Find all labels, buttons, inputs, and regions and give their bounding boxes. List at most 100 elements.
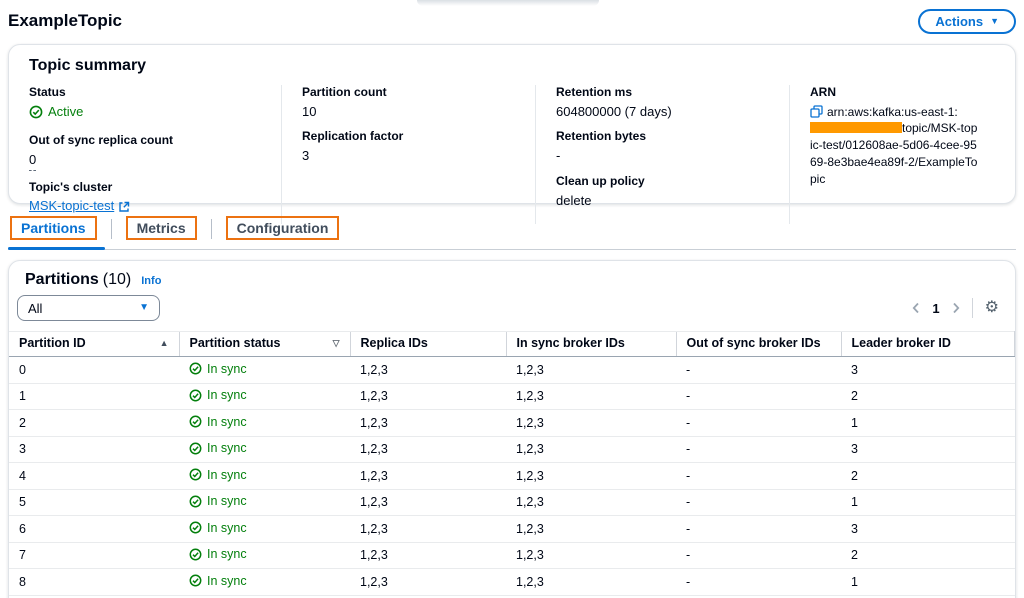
- tab-metrics[interactable]: Metrics: [118, 216, 205, 249]
- table-row: 0 In sync 1,2,3 1,2,3 - 3: [9, 356, 1015, 384]
- arn-label: ARN: [810, 85, 836, 99]
- status-success-icon: [29, 105, 43, 119]
- tab-partitions-label: Partitions: [10, 216, 97, 240]
- field-arn: ARN arn:aws:kafka:us-east-1: topic/MSK-to…: [810, 85, 979, 188]
- cell-partition-status: In sync: [179, 356, 350, 384]
- cell-out-of-sync-broker-ids: -: [676, 409, 841, 437]
- col-header-leader-broker-id[interactable]: Leader broker ID: [840, 331, 1015, 357]
- arn-suffix: topic/MSK-topic-test/012608ae-5d06-4cee-…: [810, 121, 978, 186]
- cell-out-of-sync-broker-ids: -: [676, 356, 841, 384]
- previous-page-button[interactable]: [912, 302, 920, 314]
- cell-replica-ids: 1,2,3: [350, 383, 506, 410]
- in-sync-success-icon: [189, 415, 202, 428]
- cell-in-sync-broker-ids: 1,2,3: [506, 515, 676, 543]
- sort-filter-icon[interactable]: ▽: [332, 337, 340, 348]
- cell-leader-broker-id: 2: [841, 542, 1015, 569]
- cell-out-of-sync-broker-ids: -: [676, 489, 841, 516]
- cell-in-sync-broker-ids: 1,2,3: [506, 542, 676, 569]
- cell-partition-id: 8: [9, 568, 179, 596]
- cell-replica-ids: 1,2,3: [350, 489, 506, 516]
- cell-out-of-sync-broker-ids: -: [676, 568, 841, 596]
- copy-icon[interactable]: [810, 104, 823, 118]
- pagination-divider: [971, 298, 973, 318]
- partitions-panel: Partitions (10) Info All ▼ 1: [8, 260, 1016, 598]
- table-row: 3 In sync 1,2,3 1,2,3 - 3: [9, 436, 1015, 463]
- gear-icon: ⚙: [984, 299, 999, 316]
- cell-partition-status: In sync: [179, 568, 350, 596]
- cell-partition-id: 2: [9, 409, 179, 437]
- cell-leader-broker-id: 3: [841, 436, 1015, 463]
- field-out-of-sync-replica-count: Out of sync replica count 0: [29, 133, 265, 171]
- out-of-sync-value[interactable]: 0: [29, 152, 37, 171]
- cell-partition-status: In sync: [179, 515, 350, 543]
- cell-partition-id: 5: [9, 489, 179, 516]
- cell-in-sync-broker-ids: 1,2,3: [506, 383, 676, 410]
- table-settings-button[interactable]: ⚙: [985, 300, 999, 316]
- cell-partition-status: In sync: [179, 462, 350, 490]
- cell-replica-ids: 1,2,3: [350, 409, 506, 437]
- next-page-button[interactable]: [952, 302, 960, 314]
- cell-leader-broker-id: 3: [841, 356, 1015, 384]
- chevron-right-icon: [952, 302, 960, 314]
- table-row: 8 In sync 1,2,3 1,2,3 - 1: [9, 568, 1015, 596]
- table-row: 5 In sync 1,2,3 1,2,3 - 1: [9, 489, 1015, 516]
- actions-button[interactable]: Actions ▼: [918, 8, 1016, 34]
- replication-factor-value: 3: [302, 148, 310, 164]
- sort-ascending-icon[interactable]: ▲: [159, 338, 169, 348]
- partition-filter-select[interactable]: All ▼: [17, 295, 160, 321]
- current-page-number[interactable]: 1: [932, 300, 940, 316]
- cell-partition-id: 0: [9, 356, 179, 384]
- cell-partition-status: In sync: [179, 489, 350, 516]
- in-sync-success-icon: [189, 442, 202, 454]
- partition-filter-value: All: [28, 300, 43, 316]
- field-partition-count: Partition count 10: [302, 85, 519, 120]
- clean-up-policy-value: delete: [556, 192, 592, 208]
- summary-column-2: Partition count 10 Replication factor 3: [281, 85, 535, 224]
- topic-summary-title: Topic summary: [29, 57, 147, 74]
- pagination: 1 ⚙: [912, 298, 999, 318]
- field-topics-cluster: Topic's cluster MSK-topic-test: [29, 180, 265, 215]
- summary-column-3: Retention ms 604800000 (7 days) Retentio…: [535, 85, 789, 224]
- cell-leader-broker-id: 2: [841, 462, 1015, 490]
- replication-factor-label: Replication factor: [302, 129, 404, 144]
- cell-partition-status: In sync: [179, 595, 350, 598]
- in-sync-success-icon: [189, 468, 202, 481]
- cell-out-of-sync-broker-ids: -: [676, 383, 841, 410]
- table-row: 6 In sync 1,2,3 1,2,3 - 3: [9, 515, 1015, 543]
- table-row: 4 In sync 1,2,3 1,2,3 - 2: [9, 462, 1015, 490]
- partition-count-label: Partition count: [302, 85, 387, 99]
- field-status: Status Active: [29, 85, 265, 124]
- cell-in-sync-broker-ids: 1,2,3: [506, 568, 676, 596]
- partitions-count: (10): [102, 271, 132, 288]
- col-header-partition-status[interactable]: Partition status ▽: [178, 331, 350, 357]
- topics-cluster-label: Topic's cluster: [29, 179, 113, 194]
- cell-replica-ids: 1,2,3: [350, 462, 506, 490]
- cell-leader-broker-id: 1: [841, 409, 1015, 437]
- cell-partition-id: 4: [9, 462, 179, 490]
- cell-partition-status: In sync: [179, 383, 350, 410]
- col-header-replica-ids[interactable]: Replica IDs: [349, 331, 506, 357]
- partitions-table-body: 0 In sync 1,2,3 1,2,3 - 3 1 In sync: [9, 356, 1015, 598]
- arn-prefix: arn:aws:kafka:us-east-1:: [827, 104, 958, 119]
- topic-summary-panel: Topic summary Status Active Out of sync …: [8, 44, 1016, 224]
- status-value: Active: [48, 103, 84, 119]
- chevron-left-icon: [912, 302, 920, 314]
- col-header-out-of-sync-broker-ids[interactable]: Out of sync broker IDs: [675, 331, 841, 357]
- info-link[interactable]: Info: [141, 275, 162, 287]
- cluster-link[interactable]: MSK-topic-test: [29, 198, 130, 215]
- arn-redaction-block: [810, 122, 902, 134]
- actions-button-label: Actions: [935, 13, 984, 29]
- cell-partition-status: In sync: [179, 409, 350, 437]
- clean-up-policy-label: Clean up policy: [556, 173, 645, 188]
- col-header-partition-id[interactable]: Partition ID ▲: [9, 331, 179, 357]
- tab-configuration[interactable]: Configuration: [218, 216, 348, 249]
- cell-out-of-sync-broker-ids: -: [676, 515, 841, 543]
- table-row: 7 In sync 1,2,3 1,2,3 - 2: [9, 542, 1015, 569]
- tab-bar: Partitions Metrics Configuration: [8, 216, 1016, 250]
- arn-value: arn:aws:kafka:us-east-1: topic/MSK-topic-…: [810, 104, 979, 188]
- cell-replica-ids: 1,2,3: [350, 356, 506, 384]
- col-header-in-sync-broker-ids[interactable]: In sync broker IDs: [505, 331, 676, 357]
- cell-leader-broker-id: 2: [841, 383, 1015, 410]
- tab-partitions[interactable]: Partitions: [8, 216, 105, 250]
